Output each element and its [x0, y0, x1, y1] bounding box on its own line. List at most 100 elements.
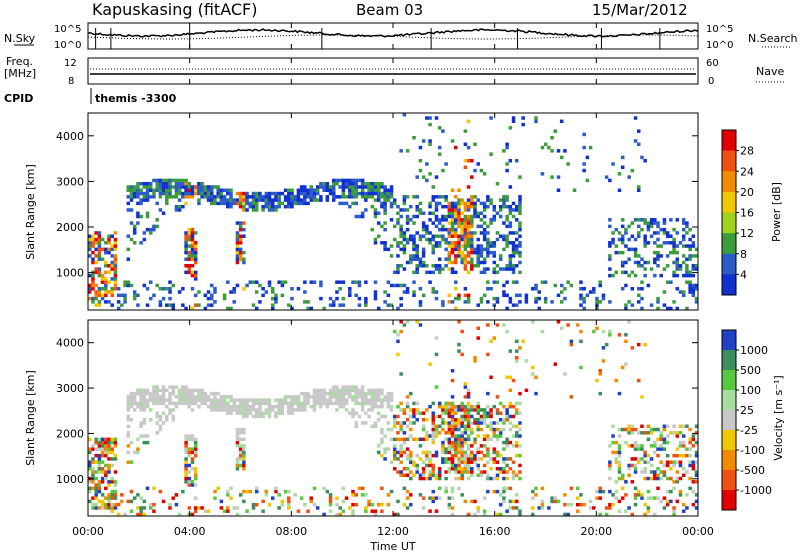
range-gate-cell	[640, 218, 644, 222]
range-gate-cell	[482, 496, 487, 500]
range-gate-cell	[238, 237, 243, 242]
range-gate-cell	[94, 247, 98, 252]
range-gate-cell	[94, 447, 98, 451]
range-gate-cell	[518, 201, 522, 206]
range-gate-cell	[569, 395, 574, 399]
range-gate-cell	[672, 506, 676, 510]
range-gate-cell	[155, 401, 159, 406]
range-gate-cell	[463, 264, 468, 268]
range-gate-cell	[691, 434, 696, 438]
range-gate-cell	[418, 287, 423, 291]
range-gate-cell	[325, 401, 330, 406]
range-gate-cell	[213, 185, 217, 189]
range-gate-cell	[267, 280, 272, 284]
range-gate-cell	[454, 306, 458, 311]
range-gate-cell	[267, 401, 272, 406]
range-gate-cell	[460, 493, 464, 497]
range-gate-cell	[126, 247, 131, 252]
range-gate-cell	[357, 391, 362, 396]
range-gate-cell	[216, 201, 220, 206]
range-gate-cell	[685, 270, 689, 275]
range-gate-cell	[646, 224, 651, 229]
range-gate-cell	[505, 214, 509, 219]
range-gate-cell	[210, 185, 214, 189]
range-gate-cell	[569, 283, 574, 288]
range-gate-cell	[110, 463, 114, 468]
range-gate-cell	[97, 506, 102, 510]
range-gate-cell	[492, 427, 497, 432]
range-gate-cell	[473, 195, 477, 199]
range-gate-cell	[457, 208, 461, 212]
range-gate-cell	[675, 231, 680, 235]
range-gate-cell	[428, 362, 432, 366]
range-gate-cell	[187, 270, 192, 275]
range-gate-cell	[482, 237, 487, 242]
range-gate-cell	[242, 401, 246, 406]
range-gate-cell	[97, 300, 102, 304]
range-gate-cell	[656, 224, 660, 229]
range-gate-cell	[502, 489, 506, 494]
range-gate-cell	[466, 401, 471, 406]
range-gate-cell	[274, 191, 278, 196]
range-gate-cell	[518, 195, 522, 199]
range-gate-cell	[502, 290, 506, 294]
range-gate-cell	[495, 460, 500, 464]
range-gate-cell	[341, 280, 346, 284]
range-gate-cell	[380, 509, 384, 513]
range-gate-cell	[139, 509, 143, 513]
range-gate-cell	[476, 162, 480, 166]
range-gate-cell	[190, 273, 195, 278]
range-gate-cell	[466, 201, 471, 206]
range-gate-cell	[454, 463, 458, 468]
range-gate-cell	[656, 231, 660, 235]
range-gate-cell	[88, 467, 92, 471]
range-gate-cell	[219, 201, 224, 206]
range-gate-cell	[402, 234, 407, 238]
range-gate-cell	[431, 440, 436, 445]
range-gate-cell	[473, 214, 477, 219]
range-gate-cell	[97, 457, 102, 461]
range-gate-cell	[450, 208, 455, 212]
range-gate-cell	[197, 391, 201, 396]
range-gate-cell	[357, 178, 362, 183]
range-gate-cell	[123, 512, 127, 517]
range-gate-cell	[665, 306, 670, 311]
range-gate-cell	[187, 434, 192, 438]
range-gate-cell	[473, 499, 477, 504]
range-gate-cell	[486, 204, 490, 209]
range-gate-cell	[193, 453, 198, 458]
range-gate-cell	[267, 408, 272, 412]
y-tick-label: 4000	[56, 337, 84, 350]
range-gate-cell	[274, 300, 278, 304]
range-gate-cell	[508, 158, 513, 163]
range-gate-cell	[479, 418, 484, 422]
range-gate-cell	[466, 447, 471, 451]
range-gate-cell	[158, 401, 163, 406]
range-gate-cell	[450, 434, 455, 438]
range-gate-cell	[441, 418, 445, 422]
range-gate-cell	[354, 280, 358, 284]
range-gate-cell	[588, 145, 593, 150]
range-gate-cell	[486, 450, 490, 455]
range-gate-cell	[466, 418, 471, 422]
range-gate-cell	[454, 437, 458, 442]
range-gate-cell	[463, 424, 468, 428]
range-gate-cell	[91, 280, 95, 284]
range-gate-cell	[91, 470, 95, 474]
range-gate-cell	[139, 408, 143, 412]
range-gate-cell	[518, 463, 522, 468]
range-gate-cell	[425, 178, 429, 183]
range-gate-cell	[431, 418, 436, 422]
range-gate-cell	[376, 388, 381, 393]
range-gate-cell	[476, 254, 480, 258]
range-gate-cell	[665, 254, 670, 258]
range-gate-cell	[245, 401, 249, 406]
range-gate-cell	[688, 447, 692, 451]
range-gate-cell	[441, 300, 445, 304]
range-gate-cell	[184, 201, 188, 206]
range-gate-cell	[120, 293, 124, 298]
range-gate-cell	[386, 502, 391, 507]
range-gate-cell	[360, 185, 365, 189]
range-gate-cell	[364, 398, 368, 402]
range-gate-cell	[315, 188, 320, 192]
